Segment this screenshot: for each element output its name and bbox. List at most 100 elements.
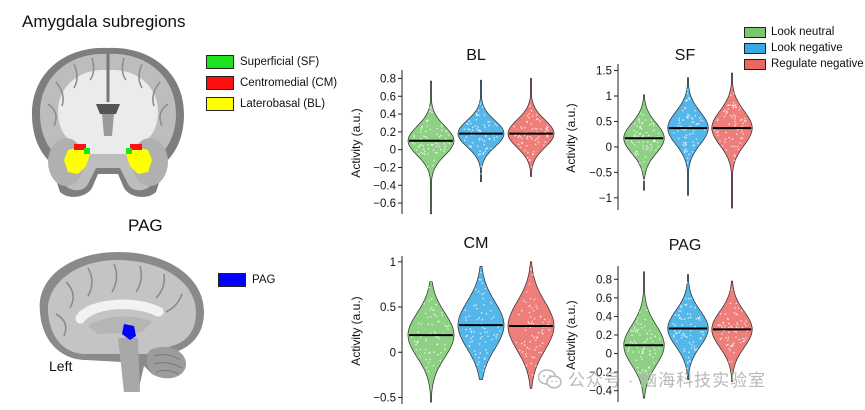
chart-pag: PAG 0.8 0.6 0.4 0.2 0 −0.2 −0.4 Activity (a.u.) <box>564 237 753 402</box>
violin-point <box>688 297 690 300</box>
legend-swatch-centromedial <box>206 76 234 90</box>
violin-look-negative <box>457 265 505 380</box>
violin-point <box>530 268 532 271</box>
y-tick-label: 0.8 <box>596 274 612 286</box>
chart-title: BL <box>466 47 486 64</box>
violin-point <box>480 278 482 281</box>
violin-point <box>526 346 529 349</box>
violin-point <box>734 104 737 106</box>
violin-point <box>679 317 681 319</box>
violin-point <box>648 124 651 126</box>
violin-point <box>730 345 732 347</box>
violin-point <box>440 134 442 137</box>
violin-point <box>674 330 676 332</box>
violin-point <box>478 153 480 156</box>
violin-point <box>647 134 650 137</box>
violin-point <box>728 123 730 125</box>
violin-point <box>467 128 469 130</box>
violin-point <box>724 109 726 111</box>
violin-point <box>733 92 735 95</box>
violin-point <box>639 334 641 336</box>
legend-label-centromedial: Centromedial (CM) <box>240 77 338 89</box>
violin-point <box>445 137 447 140</box>
violin-point <box>693 144 696 147</box>
violin-point <box>687 113 689 116</box>
y-tick-label: −0.2 <box>373 162 396 174</box>
violin-point <box>427 148 430 150</box>
violin-point <box>424 348 427 351</box>
violin-point <box>737 307 740 309</box>
violin-point <box>653 124 655 127</box>
violin-point <box>737 148 740 151</box>
violin-point <box>468 128 471 131</box>
violin-point <box>526 291 528 293</box>
violin-point <box>727 331 730 334</box>
violin-point <box>691 116 693 119</box>
violin-point <box>441 125 443 128</box>
violin-point <box>637 153 639 155</box>
violin-point <box>717 134 719 137</box>
violin-point <box>694 349 697 352</box>
violin-point <box>486 352 488 354</box>
violin-point <box>725 344 728 347</box>
violin-point <box>630 140 633 142</box>
violin-point <box>678 331 680 334</box>
violin-point <box>644 318 647 321</box>
violin-point <box>548 328 550 331</box>
violin-point <box>697 316 700 319</box>
violin-point <box>732 106 735 109</box>
violin-point <box>720 337 722 340</box>
violin-point <box>528 112 531 115</box>
violin-point <box>683 350 686 353</box>
violin-point <box>645 131 648 134</box>
violin-point <box>548 320 550 323</box>
violin-point <box>638 133 640 135</box>
violin-point <box>739 341 742 344</box>
violin-point <box>717 324 719 327</box>
violin-point <box>736 133 738 135</box>
violin-point <box>741 131 743 133</box>
chart-sf: SF 1.5 1 0.5 0 −0.5 −1 Activity (a.u.) <box>564 47 753 210</box>
violin-point <box>448 142 451 145</box>
violin-point <box>723 110 725 113</box>
violin-point <box>470 331 473 333</box>
violin-point <box>641 121 644 124</box>
violin-point <box>481 282 484 284</box>
violin-point <box>528 348 531 350</box>
violin-point <box>695 318 698 320</box>
violin-point <box>422 152 424 155</box>
violin-point <box>636 329 638 332</box>
violin-point <box>733 342 735 344</box>
violin-point <box>728 347 730 350</box>
violin-point <box>719 323 721 326</box>
violin-point <box>466 334 469 337</box>
y-tick-label: 0.6 <box>380 91 396 103</box>
violin-point <box>446 325 448 328</box>
violin-point <box>533 298 536 301</box>
violin-point <box>465 335 467 338</box>
violin-point <box>739 142 742 144</box>
violin-point <box>692 341 695 343</box>
violin-look-neutral <box>623 94 665 191</box>
violin-point <box>637 141 640 143</box>
violin-point <box>424 312 427 315</box>
y-tick-label: 0 <box>606 142 612 154</box>
violin-body <box>407 281 455 403</box>
violin-point <box>640 127 643 130</box>
violin-point <box>634 153 636 155</box>
violin-point <box>444 145 447 148</box>
violin-point <box>480 312 483 314</box>
violin-point <box>527 321 530 323</box>
violin-point <box>689 125 692 128</box>
violin-point <box>490 147 493 150</box>
violin-point <box>530 123 533 125</box>
violin-point <box>529 304 531 307</box>
violin-body <box>457 265 505 380</box>
violin-point <box>653 349 656 351</box>
violin-point <box>741 125 743 128</box>
violin-point <box>683 129 685 131</box>
violin-point <box>465 328 467 331</box>
violin-point <box>658 347 660 349</box>
violin-point <box>691 151 694 153</box>
violin-point <box>683 334 685 336</box>
